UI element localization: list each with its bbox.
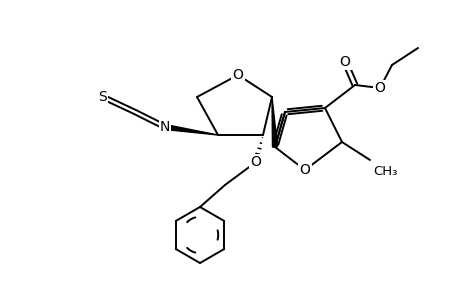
Polygon shape — [271, 97, 277, 147]
Text: O: O — [374, 81, 385, 95]
Text: S: S — [98, 90, 107, 104]
Text: O: O — [339, 55, 350, 69]
Text: O: O — [232, 68, 243, 82]
Polygon shape — [164, 124, 218, 135]
Text: N: N — [159, 120, 170, 134]
Text: O: O — [299, 163, 310, 177]
Text: CH₃: CH₃ — [372, 165, 397, 178]
Text: O: O — [250, 155, 261, 169]
